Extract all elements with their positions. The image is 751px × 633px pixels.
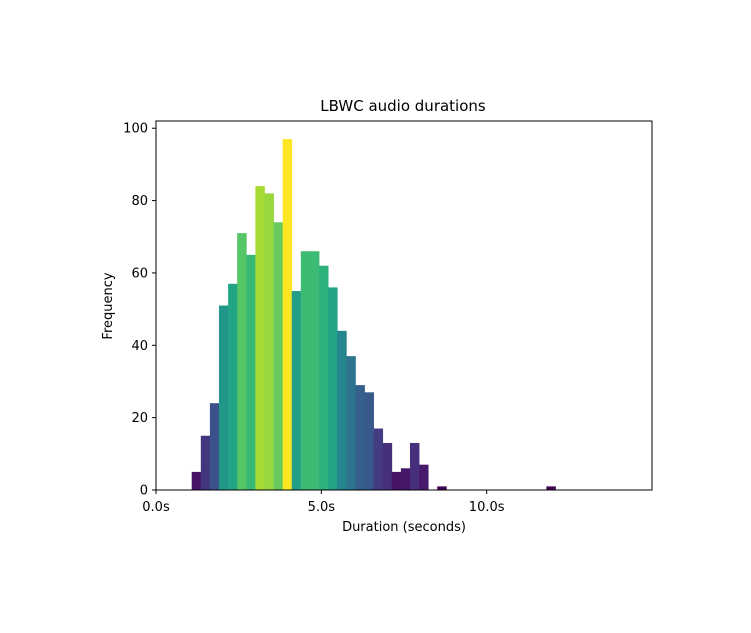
- y-tick-label: 0: [140, 484, 148, 499]
- histogram-bar: [191, 471, 202, 490]
- histogram-bar: [328, 287, 338, 490]
- histogram-bar: [373, 428, 384, 490]
- y-axis-ticks: 0 20 40 60 80 100: [123, 122, 156, 499]
- y-tick-label: 100: [123, 122, 148, 137]
- x-axis-ticks: 0.0s 5.0s 10.0s: [142, 490, 505, 515]
- histogram-bar: [364, 392, 374, 490]
- histogram-bar: [346, 356, 356, 490]
- chart-title: LBWC audio durations: [320, 97, 486, 115]
- histogram-bar: [546, 486, 556, 490]
- histogram-bar: [255, 186, 265, 490]
- x-tick-label: 0.0s: [142, 500, 170, 515]
- histogram-bar: [282, 139, 293, 490]
- y-tick-label: 20: [131, 411, 148, 426]
- y-tick-label: 80: [131, 194, 148, 209]
- histogram-bar: [218, 305, 229, 490]
- x-tick-label: 5.0s: [308, 500, 336, 515]
- histogram-bar: [337, 330, 347, 490]
- histogram-bar: [200, 435, 211, 490]
- histogram-bar: [246, 254, 256, 490]
- histogram-bar: [391, 471, 402, 490]
- histogram-bar: [228, 283, 238, 490]
- y-tick-label: 40: [131, 339, 148, 354]
- plot-frame: [155, 120, 653, 491]
- histogram-bar: [291, 291, 302, 490]
- histogram-bar: [309, 251, 320, 490]
- x-tick-label: 10.0s: [469, 500, 505, 515]
- histogram-bar: [382, 442, 393, 490]
- histogram-bar: [300, 251, 311, 490]
- x-axis-label: Duration (seconds): [342, 520, 466, 535]
- histogram-bar: [355, 385, 365, 490]
- histogram-bar: [237, 233, 247, 490]
- histogram-bar: [400, 468, 411, 490]
- bars-layer: [191, 139, 556, 491]
- histogram-bar: [409, 442, 420, 490]
- histogram-bar: [319, 265, 329, 490]
- histogram-bar: [209, 403, 220, 490]
- y-axis-label: Frequency: [101, 272, 116, 339]
- histogram-bar: [264, 193, 274, 490]
- histogram-bar: [437, 486, 447, 490]
- histogram-bar: [273, 222, 284, 491]
- y-tick-label: 60: [131, 266, 148, 281]
- histogram-bar: [419, 464, 429, 490]
